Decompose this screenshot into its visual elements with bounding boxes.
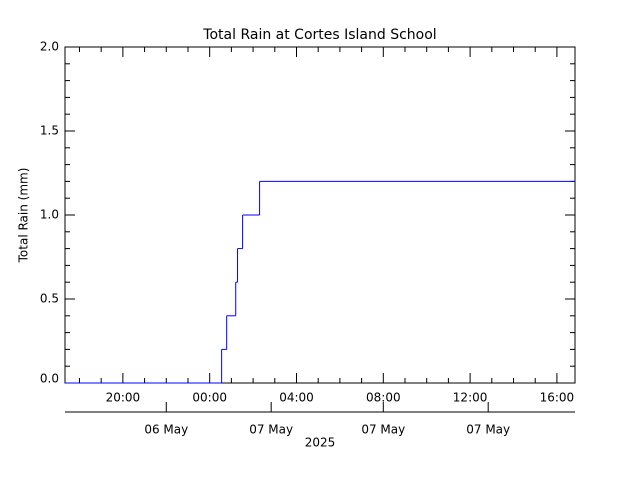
x-tick-label: 20:00 [106, 391, 141, 405]
x-tick-label: 12:00 [453, 391, 488, 405]
y-tick-label: 0.0 [40, 372, 59, 386]
date-tick-label: 07 May [249, 423, 293, 437]
x-tick-label: 00:00 [192, 391, 227, 405]
date-tick-label: 07 May [361, 423, 405, 437]
x-tick-label: 16:00 [540, 391, 575, 405]
y-tick-label: 1.5 [40, 124, 59, 138]
y-tick-label: 2.0 [40, 40, 59, 54]
chart-title: Total Rain at Cortes Island School [202, 27, 436, 43]
y-tick-label: 1.0 [40, 208, 59, 222]
y-tick-label: 0.5 [40, 292, 59, 306]
x-tick-label: 08:00 [366, 391, 401, 405]
y-axis-label: Total Rain (mm) [17, 168, 31, 264]
date-tick-label: 06 May [144, 423, 188, 437]
date-tick-label: 07 May [466, 423, 510, 437]
x-axis-label: 2025 [305, 436, 336, 450]
x-tick-label: 04:00 [279, 391, 314, 405]
